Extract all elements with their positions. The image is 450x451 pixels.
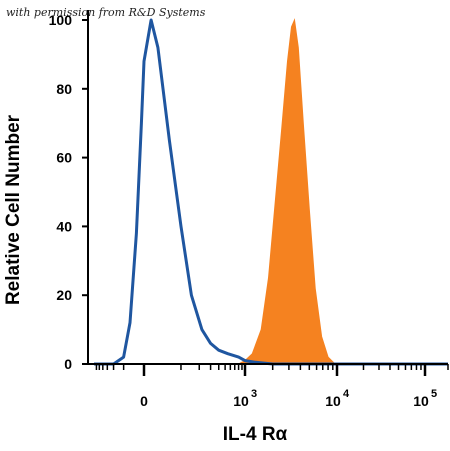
- watermark: with permission from R&D Systems: [6, 6, 206, 19]
- x-tick-label: 10: [325, 393, 341, 409]
- x-tick-label-exponent: 4: [343, 388, 350, 400]
- y-tick-label: 40: [56, 218, 72, 234]
- y-tick-label: 20: [56, 287, 72, 303]
- y-tick-label: 0: [64, 356, 72, 372]
- x-tick-label: 10: [233, 393, 249, 409]
- x-axis-title: IL-4 Rα: [222, 424, 288, 445]
- y-tick-label: 80: [56, 81, 72, 97]
- x-tick-label: 10: [413, 393, 429, 409]
- y-tick-label: 60: [56, 150, 72, 166]
- y-axis-title: Relative Cell Number: [3, 114, 24, 306]
- x-tick-label: 0: [140, 393, 148, 409]
- series-outline-histogram: [94, 18, 448, 366]
- y-tick-label: 100: [49, 12, 73, 28]
- x-tick-label-exponent: 5: [431, 388, 437, 400]
- x-tick-label-exponent: 3: [251, 388, 257, 400]
- series-filled-histogram: [94, 18, 448, 365]
